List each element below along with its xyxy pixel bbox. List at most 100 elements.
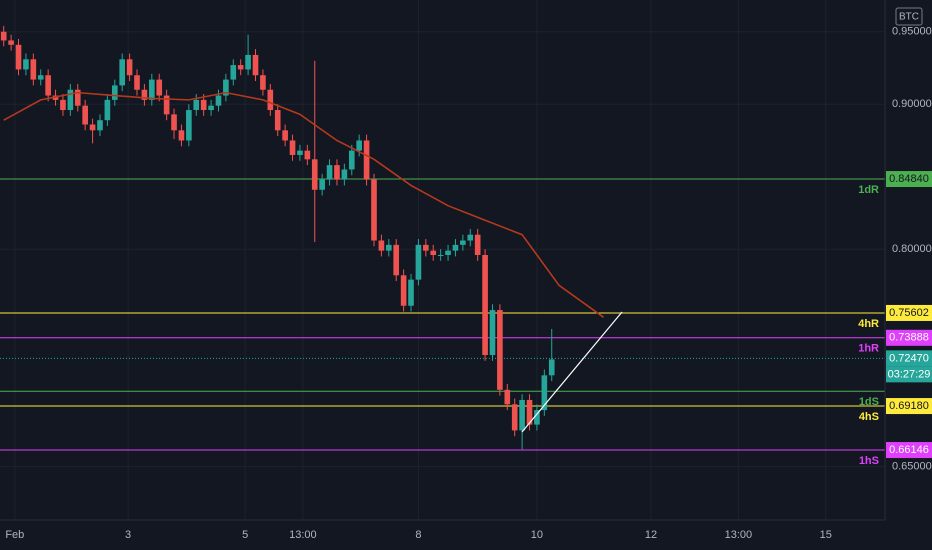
candle-body bbox=[45, 75, 51, 96]
candle-body bbox=[171, 114, 177, 131]
candle-body bbox=[215, 95, 222, 106]
price-tag-text: 0.66146 bbox=[889, 444, 929, 456]
x-tick-label: Feb bbox=[5, 529, 24, 541]
candle-body bbox=[363, 140, 370, 180]
candle-body bbox=[134, 75, 140, 90]
level-name: 1hR bbox=[858, 343, 879, 355]
candle-body bbox=[149, 79, 155, 100]
x-tick-label: 13:00 bbox=[725, 529, 753, 541]
y-tick-label: 0.90000 bbox=[892, 98, 932, 110]
y-tick-label: 0.80000 bbox=[892, 243, 932, 255]
candle-body bbox=[223, 79, 229, 96]
candle-body bbox=[319, 179, 325, 190]
grid bbox=[0, 0, 885, 520]
candle-body bbox=[126, 59, 133, 76]
candle-body bbox=[400, 275, 407, 306]
candle-body bbox=[297, 150, 303, 155]
level-name: 1dS bbox=[859, 396, 879, 408]
candle-body bbox=[341, 169, 348, 180]
candle-body bbox=[378, 240, 385, 251]
candle-body bbox=[504, 389, 511, 405]
price-tag-text: 0.69180 bbox=[889, 400, 929, 412]
candle-body bbox=[252, 54, 259, 76]
level-name: 1hS bbox=[859, 455, 879, 467]
candle-body bbox=[104, 99, 111, 121]
candle-body bbox=[519, 399, 525, 431]
price-tag-text: 0.84840 bbox=[889, 173, 929, 185]
candle-body bbox=[230, 65, 237, 80]
x-tick-label: 12 bbox=[645, 529, 657, 541]
candle-body bbox=[60, 99, 66, 111]
candle-body bbox=[541, 375, 548, 411]
candle-body bbox=[282, 130, 288, 141]
candle-body bbox=[430, 250, 437, 255]
candle-body bbox=[0, 31, 7, 41]
candle-body bbox=[467, 234, 474, 241]
candle-body bbox=[460, 240, 466, 245]
candle-body bbox=[489, 310, 496, 356]
candle-body bbox=[97, 120, 103, 131]
x-tick-label: 3 bbox=[125, 529, 131, 541]
candle-body bbox=[497, 310, 503, 390]
x-tick-label: 13:00 bbox=[289, 529, 317, 541]
candle-body bbox=[334, 165, 340, 180]
candle-body bbox=[326, 165, 333, 180]
x-tick-label: 5 bbox=[242, 529, 248, 541]
price-tag bbox=[886, 442, 932, 459]
candle-body bbox=[474, 234, 481, 255]
candle-body bbox=[30, 59, 37, 80]
candle-body bbox=[200, 99, 207, 111]
candle-body bbox=[67, 89, 74, 111]
candle-body bbox=[156, 79, 163, 96]
candle-body bbox=[452, 244, 459, 251]
candle-body bbox=[23, 59, 29, 70]
candle-body bbox=[548, 359, 555, 376]
candle-body bbox=[245, 54, 251, 70]
candle-body bbox=[511, 404, 518, 431]
candle-body bbox=[534, 410, 540, 425]
candle-body bbox=[415, 244, 422, 280]
countdown-text: 03:27:29 bbox=[888, 368, 931, 380]
candle-body bbox=[193, 99, 200, 111]
price-tag bbox=[886, 398, 932, 415]
candle-body bbox=[260, 75, 266, 90]
candle-body bbox=[178, 130, 185, 141]
candle-body bbox=[408, 279, 414, 306]
plot bbox=[0, 25, 885, 451]
candle-body bbox=[482, 254, 488, 356]
candle-body bbox=[163, 95, 170, 115]
candle-body bbox=[15, 44, 22, 70]
candle-body bbox=[74, 89, 81, 106]
price-tag-text: 0.75602 bbox=[889, 307, 929, 319]
price-tag bbox=[886, 329, 932, 346]
candle-body bbox=[186, 110, 192, 141]
candle-body bbox=[237, 65, 244, 70]
candle-body bbox=[393, 244, 400, 276]
candle-body bbox=[437, 254, 444, 256]
y-tick-label: 0.95000 bbox=[892, 26, 932, 38]
level-name: 1dR bbox=[858, 184, 879, 196]
candle-body bbox=[311, 159, 318, 190]
candle-body bbox=[445, 250, 451, 255]
level-name: 4hR bbox=[858, 318, 879, 330]
candle-body bbox=[526, 399, 533, 425]
candle-body bbox=[141, 89, 148, 100]
price-tag bbox=[886, 171, 932, 188]
y-tick-label: 0.65000 bbox=[892, 461, 932, 473]
candle-body bbox=[274, 110, 281, 131]
candle-body bbox=[356, 140, 362, 151]
candle-body bbox=[289, 140, 296, 155]
candle-body bbox=[348, 150, 355, 170]
countdown-tag bbox=[886, 366, 932, 383]
candle-body bbox=[8, 40, 14, 45]
x-tick-label: 8 bbox=[415, 529, 421, 541]
candle-body bbox=[385, 244, 392, 251]
candle-body bbox=[423, 244, 429, 251]
symbol-badge-text: BTC bbox=[899, 12, 919, 23]
candle-body bbox=[371, 179, 377, 241]
price-tag bbox=[886, 350, 932, 367]
candle-body bbox=[111, 85, 118, 100]
candle-body bbox=[89, 124, 96, 131]
